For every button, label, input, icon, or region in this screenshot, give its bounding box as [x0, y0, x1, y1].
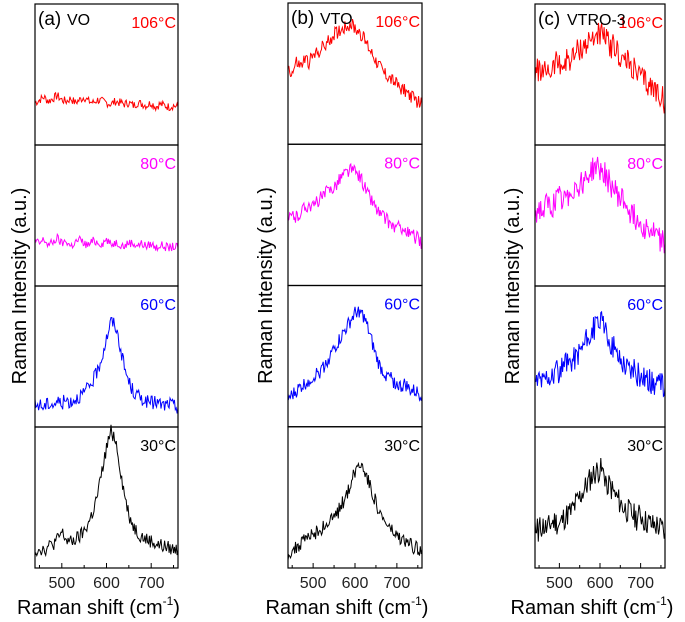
x-tick-label: 700 — [384, 575, 411, 592]
x-tick-label: 700 — [138, 575, 165, 592]
y-axis-label: Raman Intensity (a.u.) — [502, 188, 524, 385]
spectrum-line-106°C — [287, 18, 423, 108]
temperature-label: 106°C — [618, 15, 663, 32]
temperature-label: 30°C — [384, 438, 420, 455]
temperature-label: 60°C — [384, 297, 420, 314]
temperature-label: 106°C — [375, 14, 420, 31]
x-tick-label: 500 — [300, 575, 327, 592]
temperature-label: 80°C — [140, 156, 176, 173]
x-tick-label: 700 — [627, 575, 654, 592]
temperature-label: 30°C — [627, 438, 663, 455]
spectrum-line-60°C — [34, 316, 179, 414]
x-axis-label: Raman shift (cm-1) — [511, 594, 674, 619]
x-tick-label: 500 — [48, 575, 75, 592]
panel-title: VTO — [320, 11, 353, 28]
x-tick-label: 600 — [342, 575, 369, 592]
panel-label: (c) — [538, 9, 560, 30]
x-axis-label: Raman shift (cm-1) — [266, 594, 429, 619]
temperature-label: 80°C — [627, 156, 663, 173]
x-axis-label: Raman shift (cm-1) — [17, 594, 180, 619]
temperature-label: 60°C — [627, 297, 663, 314]
panel-label: (b) — [291, 8, 314, 29]
temperature-label: 60°C — [140, 297, 176, 314]
spectrum-line-80°C — [287, 162, 423, 249]
temperature-label: 106°C — [131, 15, 176, 32]
x-tick-label: 600 — [587, 575, 614, 592]
spectrum-line-106°C — [34, 91, 179, 113]
temperature-label: 80°C — [384, 155, 420, 172]
spectrum-line-30°C — [534, 457, 666, 542]
panel-title: VO — [67, 12, 90, 29]
temperature-label: 30°C — [140, 438, 176, 455]
spectrum-line-106°C — [534, 22, 666, 114]
spectrum-line-60°C — [287, 306, 423, 402]
panel-title: VTRO-3 — [567, 12, 626, 29]
y-axis-label: Raman Intensity (a.u.) — [9, 188, 31, 385]
x-tick-label: 600 — [93, 575, 120, 592]
spectrum-line-30°C — [287, 461, 423, 561]
y-axis-label: Raman Intensity (a.u.) — [255, 187, 277, 384]
spectrum-line-30°C — [34, 424, 179, 558]
x-tick-label: 500 — [546, 575, 573, 592]
spectrum-line-60°C — [534, 310, 666, 398]
spectrum-line-80°C — [34, 232, 179, 253]
panel-label: (a) — [38, 9, 61, 30]
spectrum-line-80°C — [534, 156, 666, 254]
